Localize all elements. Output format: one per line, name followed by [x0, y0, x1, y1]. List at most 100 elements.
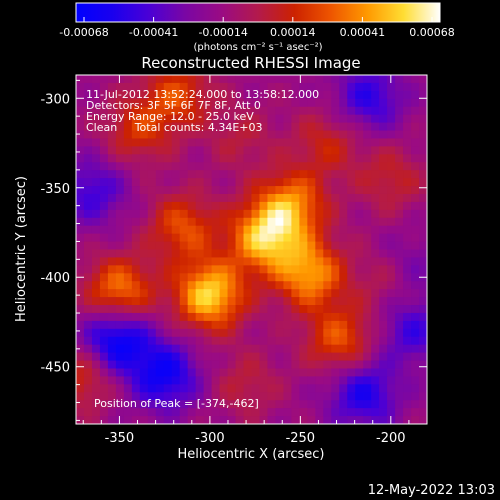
heatmap-cell: [91, 416, 101, 425]
heatmap-cell: [323, 344, 332, 354]
heatmap-cell: [267, 408, 276, 417]
heatmap-cell: [259, 297, 268, 306]
heatmap-cell: [411, 416, 420, 425]
heatmap-cell: [107, 392, 117, 401]
heatmap-cell: [291, 352, 300, 361]
heatmap-cell: [267, 400, 276, 409]
heatmap-cell: [267, 297, 276, 306]
heatmap-cell: [195, 336, 205, 346]
heatmap-cell: [123, 130, 133, 139]
heatmap-cell: [371, 273, 380, 282]
heatmap-cell: [123, 162, 133, 171]
heatmap-cell: [283, 178, 292, 187]
heatmap-cell: [275, 320, 284, 330]
heatmap-cell: [251, 170, 260, 179]
heatmap-cell: [307, 281, 316, 290]
heatmap-cell: [203, 408, 213, 417]
heatmap-cell: [155, 305, 165, 314]
heatmap-cell: [395, 106, 404, 116]
heatmap-cell: [371, 376, 380, 385]
heatmap-cell: [227, 297, 236, 306]
heatmap-cell: [379, 352, 388, 361]
heatmap-cell: [83, 178, 93, 187]
heatmap-cell: [307, 138, 316, 147]
heatmap-cell: [387, 297, 396, 306]
heatmap-cell: [307, 170, 316, 179]
heatmap-cell: [275, 392, 284, 401]
heatmap-cell: [195, 178, 205, 187]
heatmap-cell: [323, 265, 332, 274]
heatmap-cell: [123, 297, 133, 306]
heatmap-cell: [267, 312, 276, 322]
heatmap-cell: [395, 360, 404, 369]
heatmap-cell: [291, 217, 300, 227]
heatmap-cell: [243, 328, 252, 338]
heatmap-cell: [123, 241, 133, 250]
heatmap-cell: [179, 154, 189, 163]
heatmap-cell: [347, 98, 356, 108]
heatmap-cell: [76, 289, 85, 298]
heatmap-cell: [387, 249, 396, 258]
heatmap-cell: [315, 344, 324, 354]
heatmap-cell: [379, 225, 388, 235]
heatmap-cell: [259, 328, 268, 338]
heatmap-cell: [411, 225, 420, 235]
heatmap-cell: [347, 82, 356, 92]
heatmap-cell: [131, 75, 141, 84]
heatmap-cell: [171, 138, 181, 147]
heatmap-cell: [403, 289, 412, 298]
heatmap-cell: [283, 225, 292, 235]
heatmap-cell: [323, 130, 332, 139]
heatmap-cell: [195, 162, 205, 171]
annotation-time-range: 11-Jul-2012 13:52:24.000 to 13:58:12.000: [86, 88, 319, 101]
heatmap-cell: [299, 376, 308, 385]
heatmap-cell: [323, 178, 332, 187]
heatmap-cell: [171, 328, 181, 338]
heatmap-cell: [171, 122, 181, 131]
heatmap-cell: [227, 249, 236, 258]
heatmap-cell: [187, 400, 197, 409]
colorbar-ticks: -0.00068 -0.00041 -0.00014 0.00014 0.00041 0.…: [59, 17, 455, 39]
heatmap-cell: [243, 186, 252, 195]
heatmap-cell: [395, 257, 404, 266]
heatmap-cell: [107, 138, 117, 147]
heatmap-cell: [139, 320, 149, 330]
heatmap-cell: [83, 241, 93, 250]
heatmap-cell: [243, 241, 252, 250]
heatmap-cell: [411, 146, 420, 155]
heatmap-cell: [235, 98, 244, 108]
heatmap-cell: [307, 154, 316, 163]
heatmap-cell: [171, 114, 181, 123]
heatmap-cell: [307, 344, 316, 354]
heatmap-cell: [131, 209, 141, 219]
heatmap-cell: [307, 209, 316, 219]
heatmap-cell: [331, 305, 340, 314]
heatmap-cell: [291, 265, 300, 274]
heatmap-cell: [387, 376, 396, 385]
heatmap-cell: [171, 90, 181, 100]
heatmap-cell: [99, 376, 109, 385]
heatmap-cell: [187, 360, 197, 369]
heatmap-cell: [251, 416, 260, 425]
heatmap-cell: [139, 376, 149, 385]
heatmap-cell: [203, 178, 213, 187]
colorbar-tick-label: 0.00068: [409, 26, 455, 39]
heatmap-cell: [243, 408, 252, 417]
heatmap-cell: [307, 233, 316, 242]
heatmap-cell: [179, 249, 189, 258]
heatmap-cell: [291, 90, 300, 100]
heatmap-cell: [363, 82, 372, 92]
heatmap-cell: [307, 305, 316, 314]
heatmap-cell: [195, 154, 205, 163]
heatmap-cell: [395, 384, 404, 393]
heatmap-cell: [363, 312, 372, 322]
heatmap-cell: [291, 154, 300, 163]
heatmap-cell: [91, 178, 101, 187]
heatmap-cell: [203, 336, 213, 346]
heatmap-cell: [171, 241, 181, 250]
heatmap-cell: [179, 360, 189, 369]
heatmap-cell: [83, 273, 93, 282]
heatmap-cell: [171, 289, 181, 298]
heatmap-cell: [123, 408, 133, 417]
y-tick-label: -450: [40, 361, 70, 376]
